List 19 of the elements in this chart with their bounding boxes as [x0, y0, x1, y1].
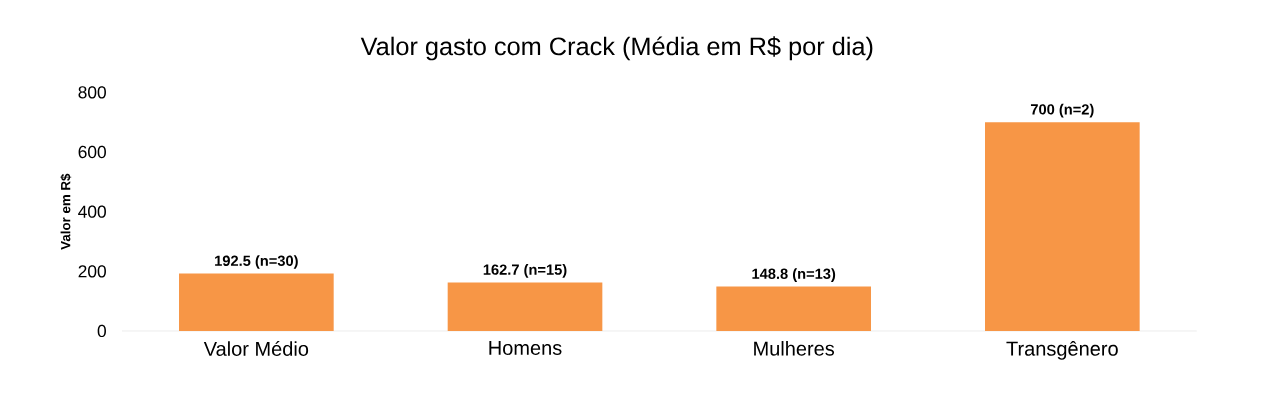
bar — [447, 282, 603, 331]
data-label: 192.5 (n=30) — [215, 255, 298, 269]
x-tick-label: Homens — [489, 341, 562, 355]
data-label: 148.8 (n=13) — [752, 268, 836, 282]
y-tick-label: 400 — [78, 205, 106, 218]
y-axis-title: Valor em R$ — [60, 173, 72, 250]
data-label: 162.7 (n=15) — [483, 264, 567, 278]
y-tick-label: 0 — [97, 324, 106, 338]
bar — [985, 122, 1140, 331]
data-label: 700 (n=2) — [1030, 103, 1094, 118]
bar — [179, 273, 334, 331]
x-tick-label: Mulheres — [754, 341, 835, 356]
bar — [716, 286, 871, 331]
x-tick-label: Transgênero — [1006, 341, 1118, 360]
y-tick-label: 800 — [78, 86, 106, 99]
y-tick-label: 600 — [78, 145, 106, 159]
y-tick-label: 200 — [78, 265, 106, 278]
x-tick-label: Valor Médio — [203, 341, 309, 356]
chart-title: Valor gasto com Crack (Média em R$ por dia) — [360, 36, 873, 61]
